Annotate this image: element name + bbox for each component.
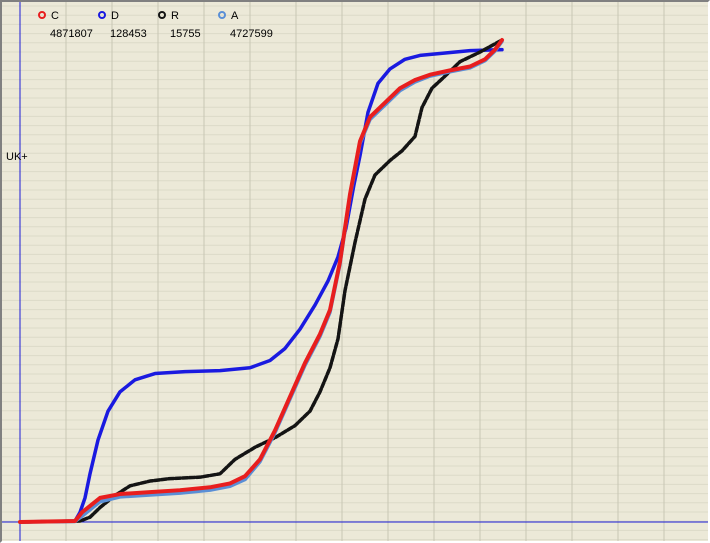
legend-marker-a	[218, 11, 226, 19]
legend-count-a: 4727599	[230, 28, 273, 40]
legend-count-r: 15755	[170, 28, 201, 40]
legend-item-r[interactable]: R 15755	[158, 10, 201, 40]
legend-marker-c	[38, 11, 46, 19]
legend-label-d: D	[111, 10, 119, 22]
legend-count-c: 4871807	[50, 28, 93, 40]
legend: C 4871807 D 128453 R 15755 A 4727599	[38, 10, 273, 40]
legend-label-c: C	[51, 10, 59, 22]
legend-label-a: A	[231, 10, 239, 22]
series-layer	[18, 38, 504, 524]
series-line-r	[18, 38, 504, 524]
axis-label-uk: UK+	[6, 151, 28, 163]
legend-item-c[interactable]: C 4871807	[38, 10, 93, 40]
series-line-c	[18, 38, 504, 524]
legend-marker-d	[98, 11, 106, 19]
legend-marker-r	[158, 11, 166, 19]
legend-item-a[interactable]: A 4727599	[218, 10, 273, 40]
series-line-d	[18, 47, 504, 524]
legend-item-d[interactable]: D 128453	[98, 10, 147, 40]
legend-count-d: 128453	[110, 28, 147, 40]
legend-label-r: R	[171, 10, 179, 22]
